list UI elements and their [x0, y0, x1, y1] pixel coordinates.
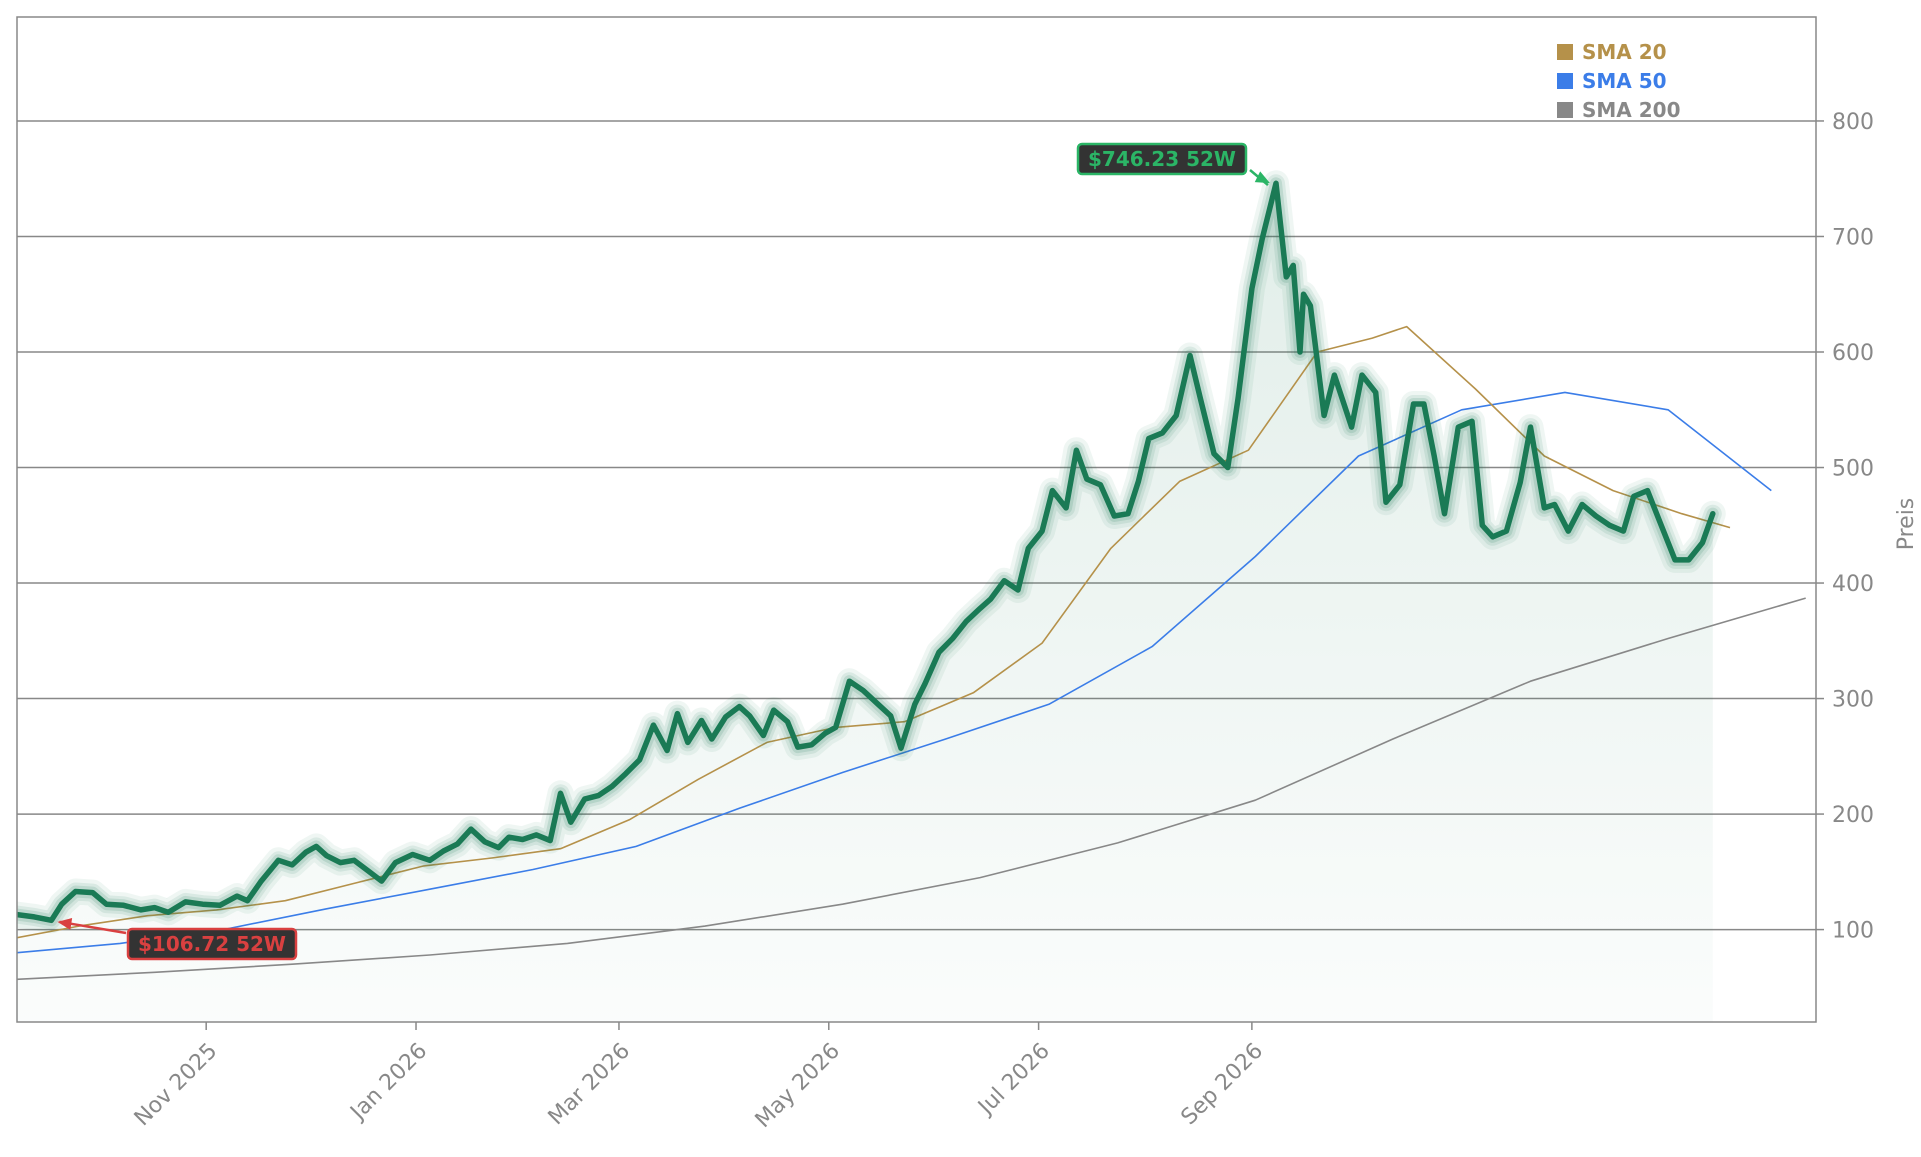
legend-swatch-sma200	[1557, 102, 1573, 118]
sma50-line	[17, 391, 1772, 954]
high-label: $746.23 52W	[1088, 147, 1236, 171]
series-lines	[17, 170, 1806, 981]
x-tick-label: Jan 2026	[345, 1039, 433, 1127]
price-line	[17, 180, 1716, 924]
legend-label-sma50: SMA 50	[1582, 69, 1667, 93]
y-tick-label: 200	[1832, 803, 1874, 828]
plot-frame	[16, 16, 1817, 1023]
x-tick-label: Sep 2026	[1177, 1039, 1269, 1131]
y-tick-label: 600	[1832, 341, 1874, 366]
sma20-line	[17, 325, 1731, 939]
x-tick-label: Nov 2025	[130, 1039, 223, 1132]
low-label: $106.72 52W	[138, 932, 286, 956]
low-arrow-head	[57, 917, 73, 930]
price-area-fill	[17, 183, 1713, 1022]
y-tick-label: 800	[1832, 110, 1874, 135]
y-tick-label: 400	[1832, 572, 1874, 597]
legend: SMA 20 SMA 50 SMA 200	[1557, 40, 1681, 122]
legend-swatch-sma50	[1557, 73, 1573, 89]
low-label-box	[126, 927, 298, 961]
y-tick-label: 300	[1832, 688, 1874, 713]
x-tick-label: May 2026	[751, 1039, 845, 1133]
y-axis-label: Preis	[1894, 498, 1919, 551]
high-arrow-head	[1254, 171, 1270, 184]
y-tick-label: 700	[1832, 225, 1874, 250]
y-tick-label: 500	[1832, 457, 1874, 482]
price-area	[17, 183, 1713, 1022]
sma200-line	[17, 597, 1806, 981]
annotations: $746.23 52W $106.72 52W	[57, 142, 1270, 961]
high-label-box	[1076, 142, 1248, 176]
x-tick-label: Jul 2026	[972, 1039, 1054, 1121]
x-tick-label: Mar 2026	[544, 1039, 636, 1131]
legend-swatch-sma20	[1557, 44, 1573, 60]
legend-label-sma20: SMA 20	[1582, 40, 1667, 64]
y-tick-label: 100	[1832, 919, 1874, 944]
legend-label-sma200: SMA 200	[1582, 98, 1681, 122]
